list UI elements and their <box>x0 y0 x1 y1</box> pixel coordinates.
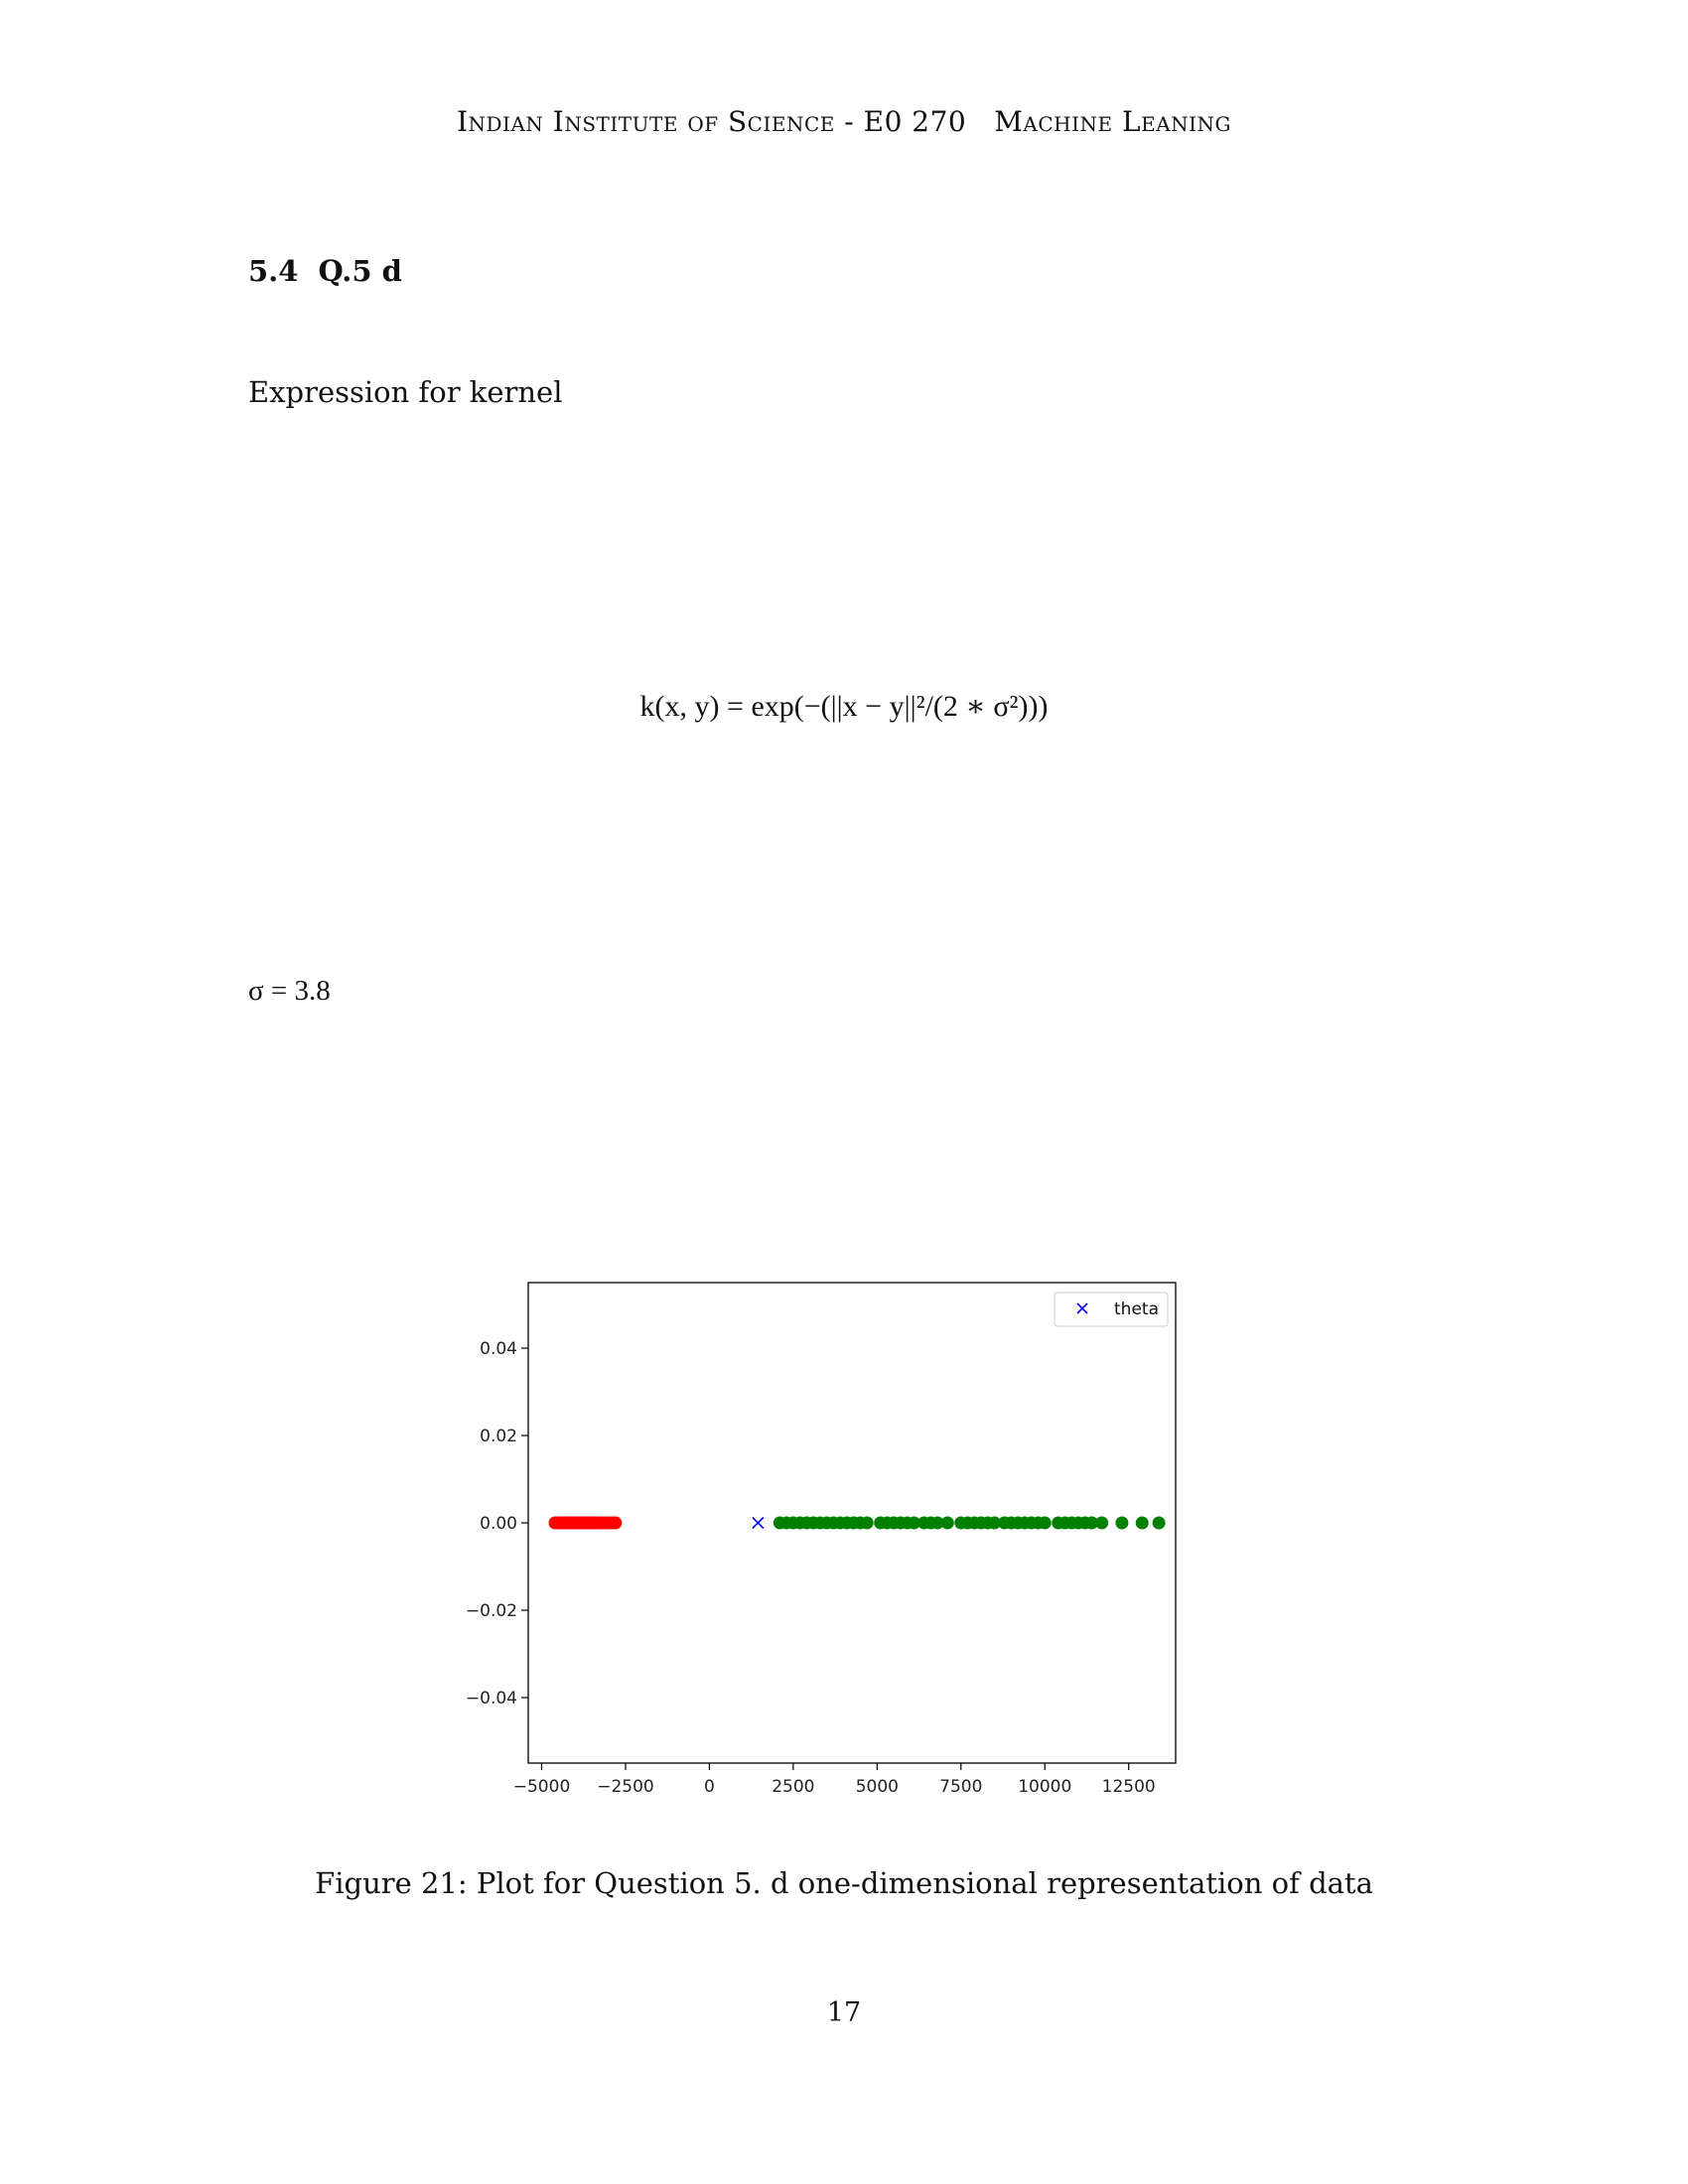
x-tick-label: −5000 <box>513 1777 571 1797</box>
y-tick-label: 0.04 <box>480 1339 517 1359</box>
running-header: Indian Institute of Science - E0 270 Mach… <box>0 105 1688 138</box>
y-tick-label: −0.04 <box>466 1689 517 1708</box>
x-tick-label: 5000 <box>856 1777 899 1797</box>
legend: theta <box>1054 1292 1169 1327</box>
y-tick-label: 0.00 <box>480 1514 517 1534</box>
kernel-intro-text: Expression for kernel <box>248 375 563 409</box>
green-point <box>1095 1516 1109 1530</box>
green-point <box>1135 1516 1149 1530</box>
green-point <box>940 1516 954 1530</box>
legend-box <box>1054 1292 1169 1327</box>
green-point <box>907 1516 920 1530</box>
figure-caption: Figure 21: Plot for Question 5. d one-di… <box>315 1866 1373 1900</box>
x-tick-label: −2500 <box>597 1777 654 1797</box>
section-title: Q.5 d <box>318 254 402 288</box>
scatter-plot: 0.04 0.02 0.00 −0.02 −0.04 −5000 −2500 0 2500 50… <box>466 1282 1177 1797</box>
section-heading: 5.4 Q.5 d <box>248 254 402 288</box>
y-tick-label: −0.02 <box>466 1601 517 1621</box>
green-point <box>860 1516 874 1530</box>
green-point <box>1115 1516 1129 1530</box>
green-point <box>1038 1516 1052 1530</box>
page-number: 17 <box>826 1997 862 2028</box>
sigma-value: σ = 3.8 <box>248 975 331 1007</box>
figure-21: 0.04 0.02 0.00 −0.02 −0.04 −5000 −2500 0 2500 50… <box>457 1281 1192 1837</box>
green-point <box>988 1516 1002 1530</box>
section-number: 5.4 <box>248 254 299 288</box>
y-tick-label: 0.02 <box>480 1427 517 1446</box>
x-tick-label: 12500 <box>1102 1777 1156 1797</box>
x-tick-label: 10000 <box>1018 1777 1071 1797</box>
x-tick-label: 2500 <box>772 1777 814 1797</box>
green-point <box>1152 1516 1166 1530</box>
header-course: Machine Leaning <box>994 105 1232 138</box>
green-point <box>930 1516 944 1530</box>
kernel-equation: k(x, y) = exp(−(||x − y||²/(2 ∗ σ²))) <box>639 690 1049 723</box>
legend-label-theta: theta <box>1114 1299 1159 1319</box>
theta-point <box>752 1516 765 1530</box>
legend-theta-marker <box>1076 1302 1088 1314</box>
x-tick-label: 0 <box>704 1777 715 1797</box>
x-tick-label: 7500 <box>939 1777 982 1797</box>
header-institute: Indian Institute of Science - E0 270 <box>456 105 967 138</box>
green-point <box>1085 1516 1099 1530</box>
red-point <box>609 1516 623 1530</box>
